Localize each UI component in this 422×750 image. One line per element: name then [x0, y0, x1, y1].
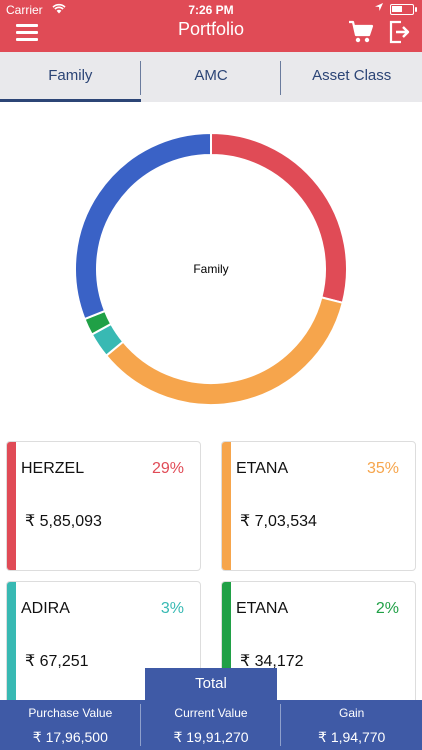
purchase-value-label: Purchase Value [28, 706, 113, 720]
purchase-value-amount: ₹ 17,96,500 [32, 729, 108, 745]
card-name: HERZEL [21, 460, 85, 477]
card-name: ETANA [236, 460, 289, 477]
current-value-label: Current Value [174, 706, 248, 720]
card-amount: ₹ 5,85,093 [25, 513, 102, 530]
card-amount: ₹ 67,251 [25, 653, 89, 670]
location-icon [374, 2, 384, 15]
tab-asset-class[interactable]: Asset Class [281, 52, 422, 102]
hamburger-menu-icon[interactable] [16, 22, 40, 42]
totals-summary-bar: Purchase Value ₹ 17,96,500 Current Value… [0, 700, 422, 750]
carrier-label: Carrier [6, 3, 43, 17]
tab-asset-class-label: Asset Class [312, 67, 392, 84]
chart-center-label: Family [193, 262, 229, 276]
tab-bar: Family AMC Asset Class [0, 52, 422, 102]
card-amount: ₹ 34,172 [240, 653, 304, 670]
card-percent: 29% [151, 460, 184, 477]
card-percent: 3% [160, 600, 184, 617]
cart-icon[interactable] [348, 20, 374, 44]
gain-column: Gain ₹ 1,94,770 [281, 700, 422, 750]
status-bar: Carrier 7:26 PM [0, 0, 422, 20]
tab-family[interactable]: Family [0, 52, 141, 102]
gain-label: Gain [339, 706, 365, 720]
family-card-etana[interactable]: ETANA 35% ₹ 7,03,534 [221, 441, 416, 571]
card-percent: 35% [366, 460, 399, 477]
donut-slice-1[interactable] [104, 296, 344, 406]
family-donut-chart [74, 131, 348, 406]
gain-amount: ₹ 1,94,770 [318, 729, 386, 745]
card-color-stripe [7, 582, 16, 710]
current-value-amount: ₹ 19,91,270 [173, 729, 249, 745]
tab-amc-label: AMC [194, 67, 228, 84]
donut-slice-0[interactable] [210, 131, 348, 305]
family-card-herzel[interactable]: HERZEL 29% ₹ 5,85,093 [6, 441, 201, 571]
total-tab[interactable]: Total [145, 668, 277, 700]
card-percent: 2% [375, 600, 399, 617]
card-color-stripe [222, 582, 231, 710]
wifi-icon [52, 3, 66, 17]
card-name: ADIRA [21, 600, 70, 617]
donut-slice-4[interactable] [74, 131, 212, 321]
card-name: ETANA [236, 600, 289, 617]
current-value-column: Current Value ₹ 19,91,270 [141, 700, 282, 750]
card-color-stripe [7, 442, 16, 570]
page-title: Portfolio [177, 19, 245, 39]
card-color-stripe [222, 442, 231, 570]
card-amount: ₹ 7,03,534 [240, 513, 317, 530]
status-time: 7:26 PM [188, 3, 234, 17]
family-card-etana-2[interactable]: ETANA 2% ₹ 34,172 [221, 581, 416, 711]
purchase-value-column: Purchase Value ₹ 17,96,500 [0, 700, 141, 750]
tab-family-label: Family [48, 67, 93, 84]
battery-icon [390, 4, 417, 15]
logout-icon[interactable] [388, 20, 410, 44]
app-header: Carrier 7:26 PM Portfolio [0, 0, 422, 52]
tab-amc[interactable]: AMC [141, 52, 282, 102]
